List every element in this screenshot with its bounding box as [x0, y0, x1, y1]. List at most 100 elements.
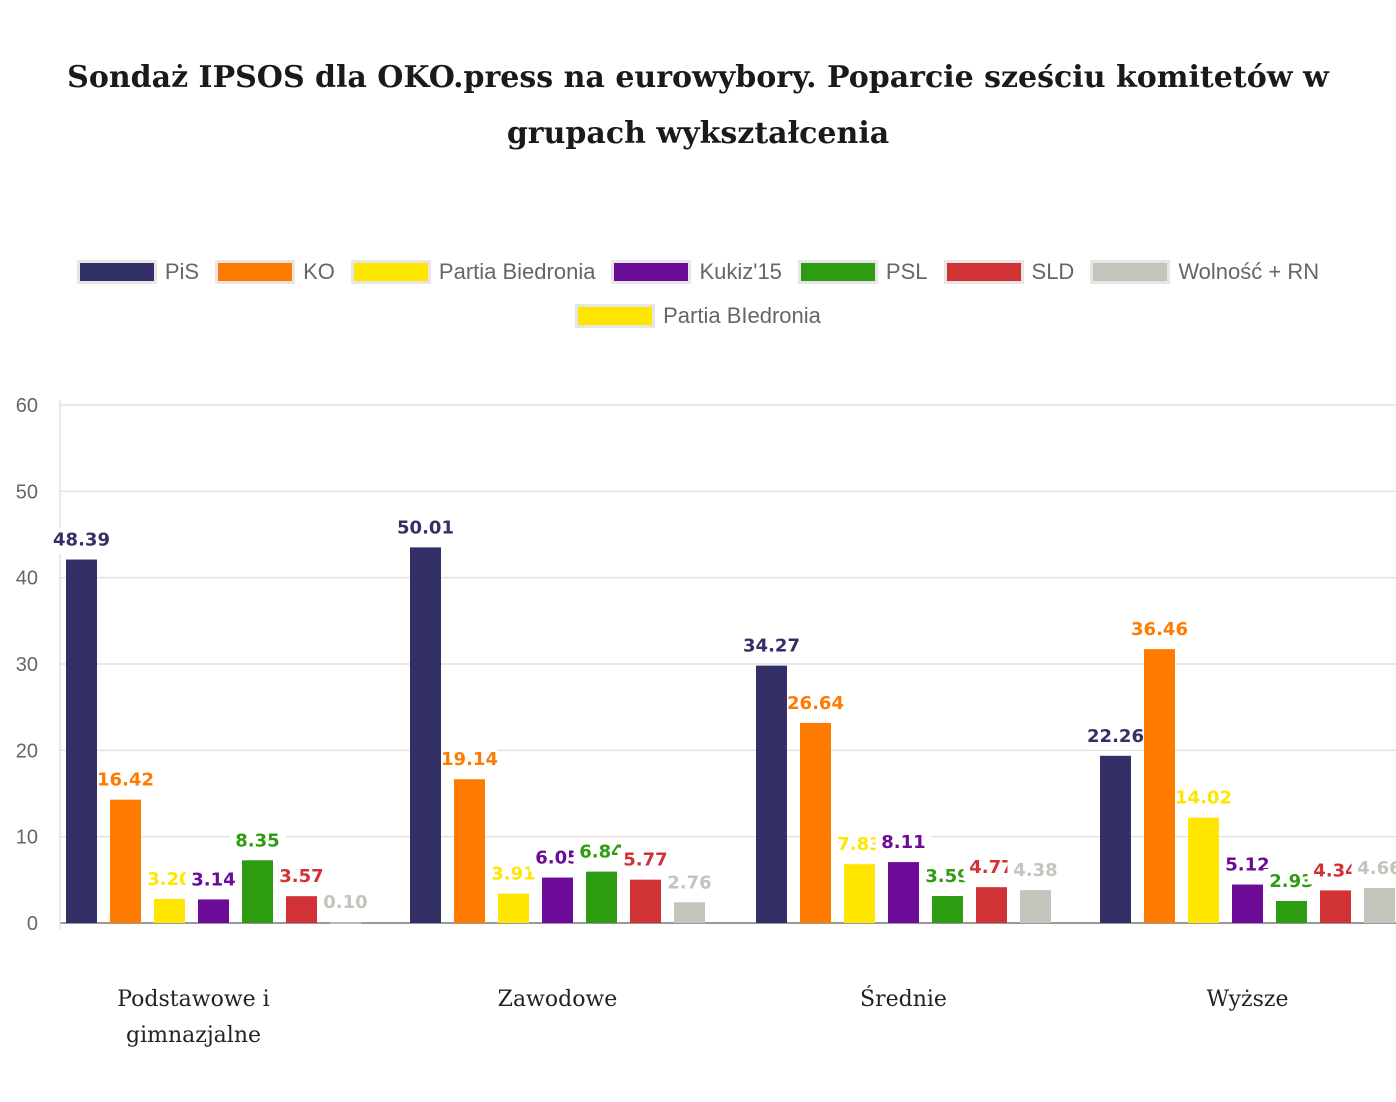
bar[interactable]: [976, 887, 1007, 923]
bar[interactable]: [110, 799, 141, 923]
y-tick-label: 10: [16, 827, 38, 849]
data-label: 3.91: [491, 864, 535, 885]
bar[interactable]: [154, 898, 185, 923]
data-label: 6.84: [579, 842, 623, 863]
bar[interactable]: [932, 896, 963, 923]
bar[interactable]: [1020, 890, 1051, 923]
bar-chart: 0 10 20 30 40 50 60 48.39 16.42 3.20 3.148.353.570…: [16, 395, 1396, 1048]
data-label-bg: [1175, 785, 1232, 812]
x-category-label: Zawodowe: [498, 987, 618, 1012]
legend-item-pis[interactable]: PiS: [76, 259, 200, 285]
data-label-bg: [97, 767, 154, 794]
legend-swatch: [943, 260, 1024, 284]
legend-swatch: [1090, 260, 1171, 284]
legend-item-partia-biedronia-2[interactable]: Partia BIedronia: [575, 303, 821, 329]
legend-swatch: [797, 260, 878, 284]
data-label: 14.02: [1175, 788, 1232, 809]
data-label: 8.35: [235, 830, 279, 851]
data-label: 50.01: [397, 517, 454, 538]
data-label: 5.12: [1225, 855, 1269, 876]
legend-label: PSL: [885, 259, 928, 284]
bar[interactable]: [1320, 890, 1351, 923]
data-label: 36.46: [1131, 619, 1188, 640]
bar[interactable]: [800, 722, 831, 923]
chart-title: Sondaż IPSOS dla OKO.press na eurowybory…: [67, 60, 1329, 151]
data-label: 3.14: [191, 869, 235, 890]
legend-item-ko[interactable]: KO: [215, 259, 335, 285]
bar[interactable]: [586, 871, 617, 923]
bar[interactable]: [630, 879, 661, 923]
data-label-bg: [1351, 855, 1396, 882]
bar[interactable]: [286, 896, 317, 923]
y-tick-label: 20: [16, 740, 38, 762]
data-label-bg: [787, 690, 844, 717]
bar[interactable]: [756, 665, 787, 923]
bar[interactable]: [330, 922, 361, 924]
data-label: 4.77: [969, 857, 1013, 878]
data-label: 34.27: [743, 636, 800, 657]
bar[interactable]: [1364, 887, 1395, 923]
bar[interactable]: [242, 860, 273, 923]
data-label: 4.34: [1313, 860, 1357, 881]
data-label-bg: [1131, 617, 1188, 644]
bar[interactable]: [1232, 884, 1263, 923]
data-label: 48.39: [53, 530, 110, 551]
legend-item-partia-biedronia[interactable]: Partia Biedronia: [350, 259, 596, 285]
data-label: 5.77: [623, 850, 667, 871]
legend-item-sld[interactable]: SLD: [943, 259, 1075, 285]
legend-row-1: PiS KO Partia Biedronia Kukiz'15 PSL SLD…: [0, 250, 1396, 294]
data-label: 19.14: [441, 749, 498, 770]
data-label-bg: [185, 867, 242, 894]
data-label: 26.64: [787, 693, 844, 714]
data-label: 4.66: [1357, 858, 1396, 879]
legend-item-wolnosc-rn[interactable]: Wolność + RN: [1090, 259, 1319, 285]
data-label: 3.59: [925, 866, 969, 887]
y-tick-label: 60: [16, 395, 38, 417]
legend-item-psl[interactable]: PSL: [797, 259, 928, 285]
data-label-bg: [397, 515, 454, 542]
data-label-bg: [53, 527, 110, 554]
legend-label: Wolność + RN: [1178, 259, 1320, 284]
data-label-bg: [273, 864, 330, 891]
legend-swatch: [611, 260, 692, 284]
bar[interactable]: [66, 559, 97, 923]
bar[interactable]: [844, 864, 875, 923]
legend-swatch: [215, 260, 296, 284]
bar[interactable]: [1188, 817, 1219, 923]
data-label-bg: [1087, 723, 1144, 750]
data-label-bg: [441, 747, 498, 774]
legend-label: Partia Biedronia: [438, 259, 596, 284]
legend-swatch: [575, 304, 656, 328]
bar[interactable]: [674, 902, 705, 923]
bar[interactable]: [1100, 755, 1131, 923]
data-label: 2.76: [667, 872, 711, 893]
legend-row-2: Partia BIedronia: [0, 294, 1396, 338]
y-tick-label: 50: [16, 481, 38, 503]
data-label: 0.10: [323, 892, 367, 913]
data-label: 4.38: [1013, 860, 1057, 881]
bar[interactable]: [198, 899, 229, 923]
bar[interactable]: [888, 862, 919, 923]
data-label: 22.26: [1087, 726, 1144, 747]
x-category-label: gimnazjalne: [126, 1023, 261, 1048]
x-category-label: Podstawowe i: [117, 987, 269, 1012]
data-label: 16.42: [97, 770, 154, 791]
legend-label: KO: [303, 259, 335, 284]
bar[interactable]: [454, 779, 485, 923]
legend-label: SLD: [1031, 259, 1075, 284]
legend: PiS KO Partia Biedronia Kukiz'15 PSL SLD…: [0, 250, 1396, 338]
bar[interactable]: [542, 877, 573, 923]
data-label-bg: [317, 890, 374, 917]
legend-label: Partia BIedronia: [663, 303, 821, 328]
data-label: 2.93: [1269, 871, 1313, 892]
data-label: 6.05: [535, 848, 579, 869]
bar[interactable]: [410, 547, 441, 923]
legend-label: Kukiz'15: [699, 259, 782, 284]
data-label-bg: [875, 830, 932, 857]
bar[interactable]: [1144, 649, 1175, 923]
legend-item-kukiz[interactable]: Kukiz'15: [611, 259, 782, 285]
bar[interactable]: [1276, 900, 1307, 923]
legend-label: PiS: [164, 259, 200, 284]
bar[interactable]: [498, 893, 529, 923]
x-category-label: Wyższe: [1206, 987, 1288, 1012]
